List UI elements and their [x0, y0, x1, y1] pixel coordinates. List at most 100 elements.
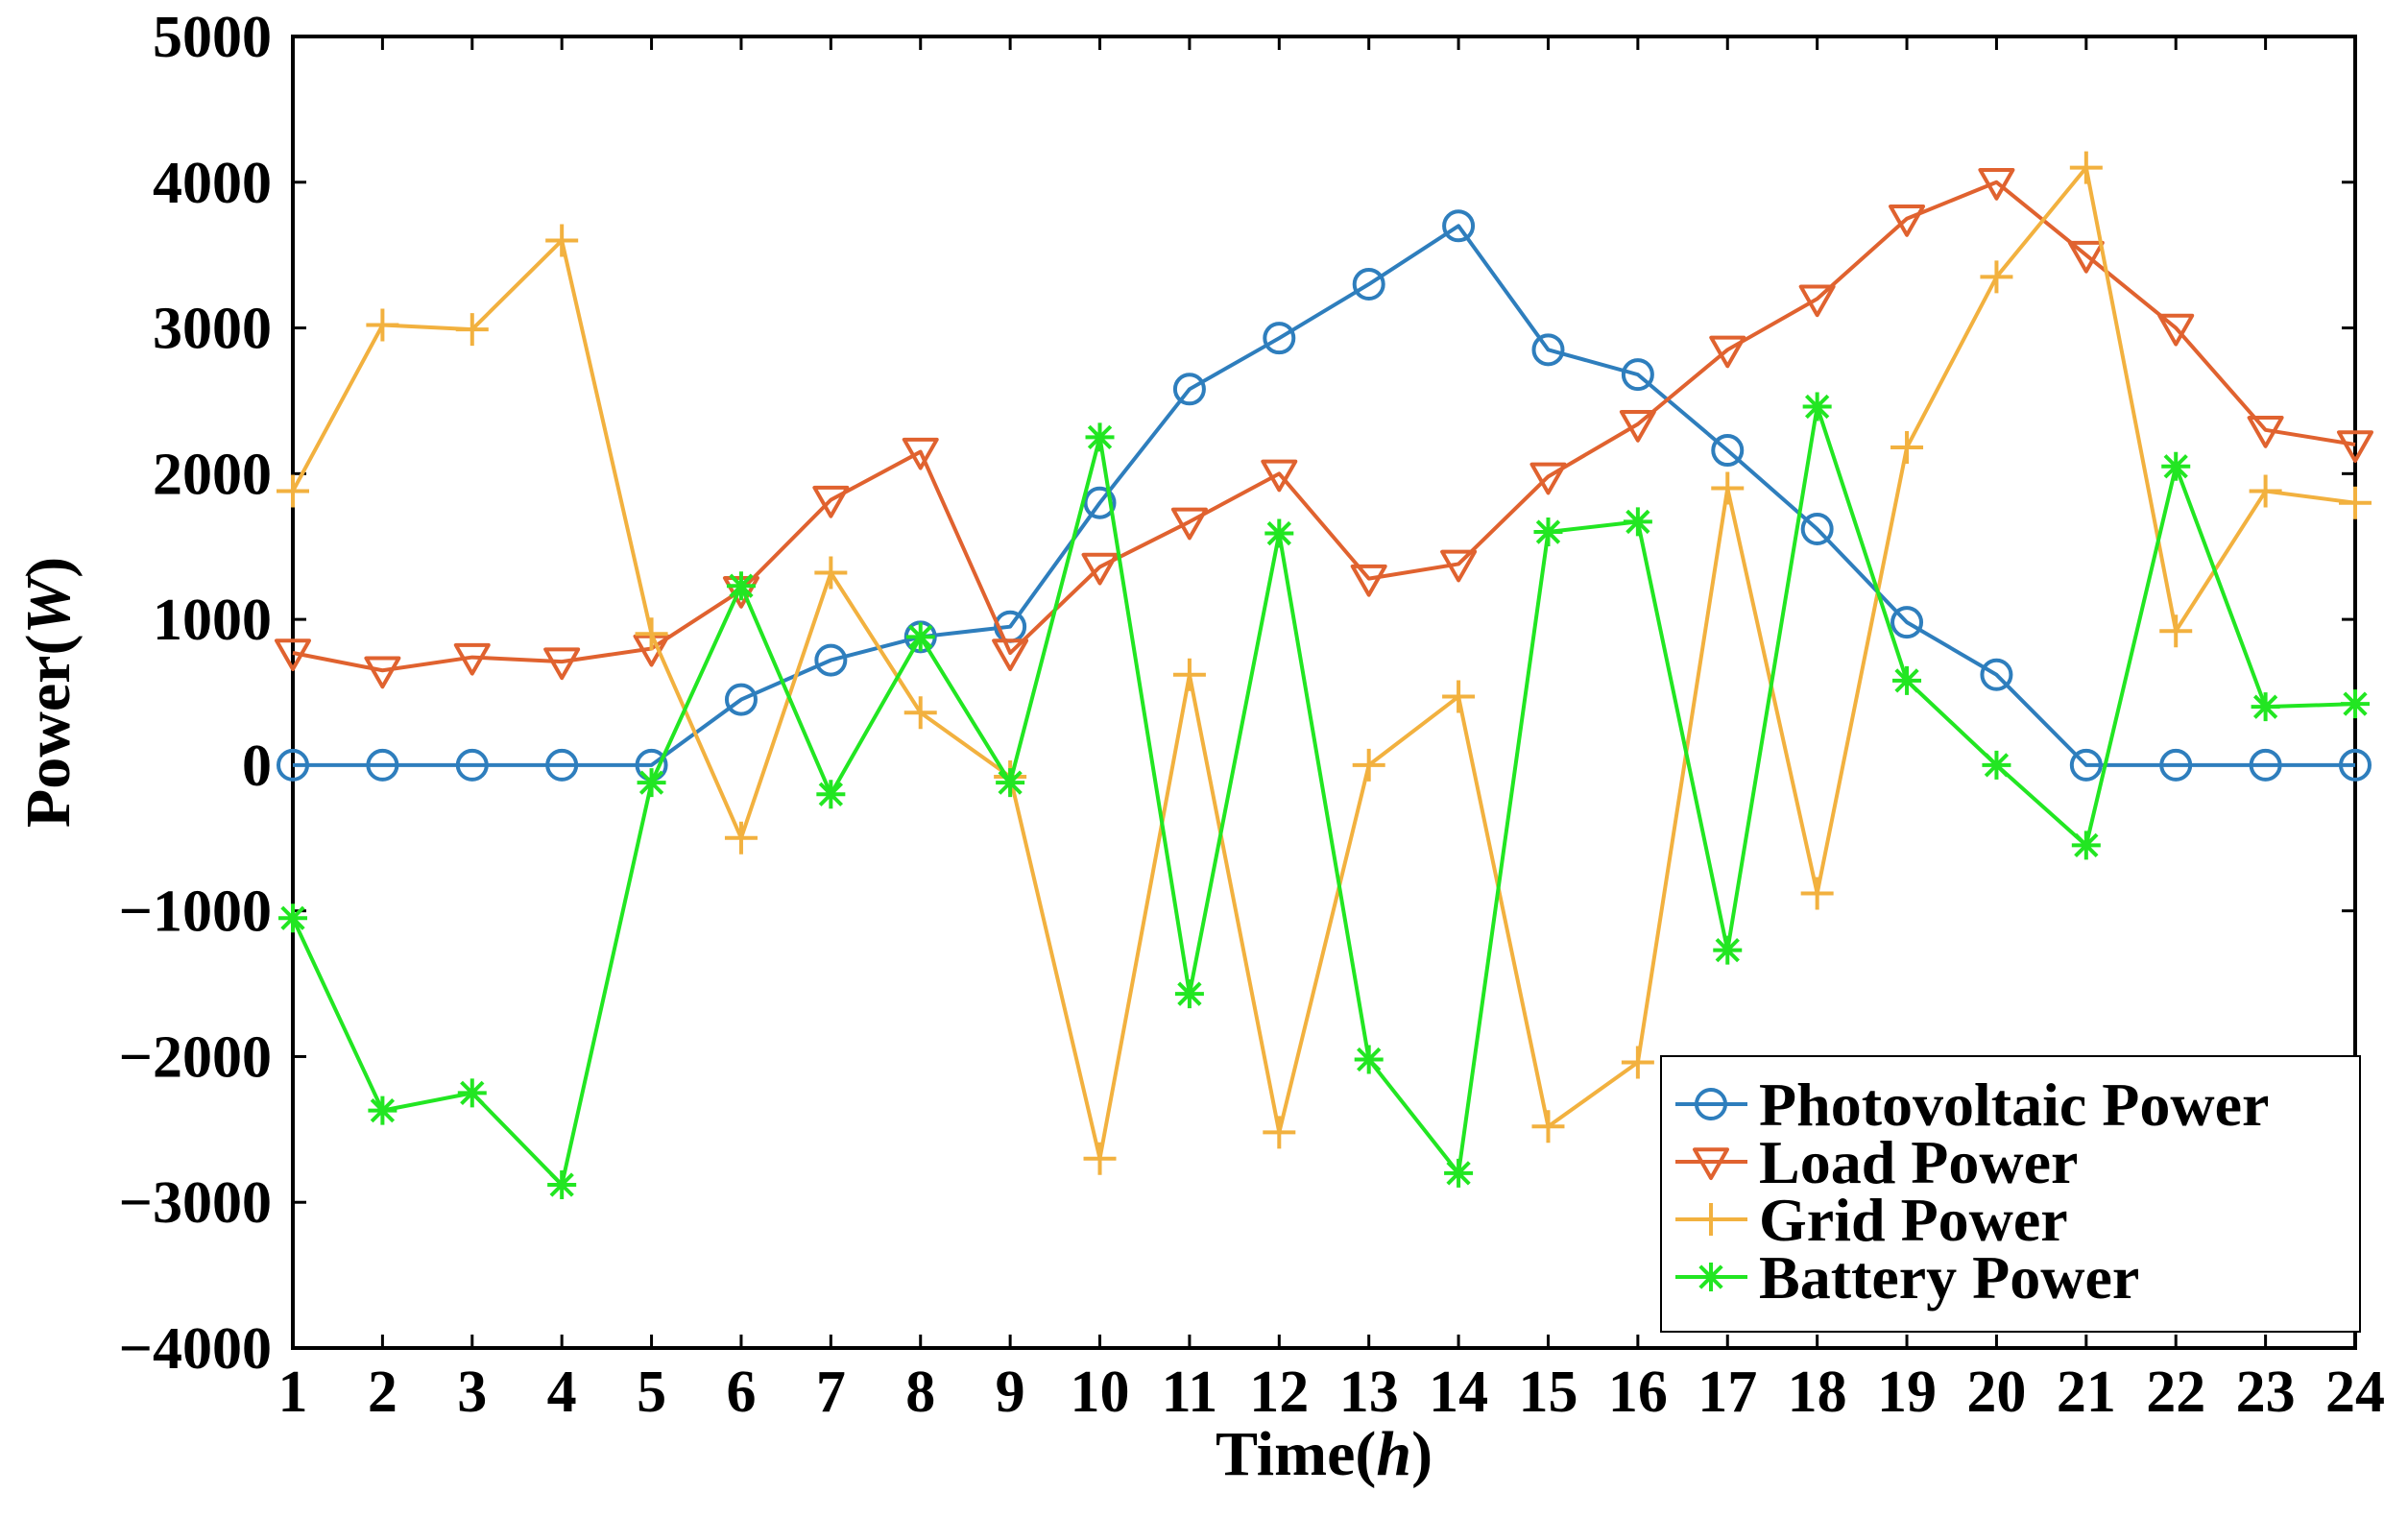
y-tick-label: −1000: [119, 879, 272, 945]
y-tick-label: 1000: [153, 588, 272, 653]
data-point: [278, 903, 307, 933]
x-tick-label: 23: [2236, 1360, 2296, 1425]
x-tick-label: 24: [2325, 1360, 2385, 1425]
x-tick-label: 8: [905, 1360, 935, 1425]
data-point: [1442, 680, 1476, 713]
x-tick-label: 14: [1429, 1360, 1488, 1425]
data-point: [1531, 333, 1565, 367]
data-point: [2249, 474, 2282, 508]
data-point: [1083, 486, 1117, 519]
data-point: [1889, 204, 1926, 237]
data-point: [1531, 1110, 1565, 1144]
x-tick-label: 4: [547, 1360, 577, 1425]
data-point: [1621, 1046, 1654, 1079]
data-point: [1083, 1142, 1117, 1175]
y-tick-label: 4000: [153, 151, 272, 216]
data-point: [1172, 373, 1206, 406]
data-point: [1174, 979, 1204, 1009]
legend-swatch-marker: [1693, 1147, 1729, 1180]
legend-label: Photovoltaic Power: [1759, 1071, 2269, 1139]
data-point: [1709, 335, 1746, 369]
data-point: [902, 437, 939, 470]
x-tick-label: 2: [368, 1360, 397, 1425]
legend-label: Load Power: [1759, 1128, 2078, 1196]
data-point: [366, 308, 399, 342]
data-point: [1713, 935, 1743, 965]
data-point: [1354, 1045, 1384, 1074]
series-line: [291, 165, 2356, 1161]
data-point: [1621, 358, 1654, 392]
data-point: [2159, 614, 2193, 648]
legend-entry: Load Power: [1675, 1128, 2078, 1196]
data-point: [1261, 459, 1298, 493]
data-point: [277, 748, 309, 782]
x-axis-title-prefix: Time(: [1216, 1419, 1376, 1489]
data-point: [1619, 409, 1656, 443]
data-point: [814, 643, 848, 677]
x-tick-label: 10: [1071, 1360, 1130, 1425]
x-tick-label: 13: [1339, 1360, 1399, 1425]
data-point: [1802, 392, 1832, 421]
x-axis-title-suffix: ): [1411, 1419, 1433, 1489]
x-tick-label: 1: [278, 1360, 308, 1425]
data-point: [2249, 748, 2282, 782]
data-point: [275, 638, 311, 672]
x-tick-label: 5: [637, 1360, 666, 1425]
data-point: [1533, 518, 1563, 547]
y-axis-title-prefix: Power(: [13, 635, 84, 829]
data-point: [2161, 451, 2191, 481]
svg-text:Time(h): Time(h): [1216, 1419, 1433, 1489]
data-point: [455, 748, 489, 782]
data-point: [1350, 564, 1387, 597]
x-tick-label: 22: [2146, 1360, 2205, 1425]
x-tick-label: 18: [1788, 1360, 1847, 1425]
data-point: [2247, 416, 2284, 448]
data-point: [1529, 462, 1567, 495]
data-point: [1081, 552, 1119, 586]
data-point: [996, 768, 1025, 798]
x-tick-label: 15: [1518, 1360, 1577, 1425]
data-point: [992, 638, 1029, 672]
data-point: [547, 1170, 577, 1200]
x-tick-label: 11: [1162, 1360, 1218, 1425]
series-line: [292, 180, 2356, 673]
data-point: [1892, 665, 1922, 695]
y-tick-label: −2000: [119, 1024, 272, 1090]
x-tick-label: 20: [1966, 1360, 2026, 1425]
x-tick-label: 7: [816, 1360, 846, 1425]
data-point: [2337, 430, 2373, 463]
data-point: [1263, 322, 1296, 355]
data-point: [2341, 689, 2370, 719]
series-line: [291, 404, 2356, 1188]
data-point: [368, 1096, 397, 1125]
legend-entry: Photovoltaic Power: [1675, 1071, 2269, 1139]
y-axis-ticks: −4000 −3000 −2000 −1000 0 1000 2000 3000 4000 500…: [119, 5, 2355, 1382]
x-tick-label: 6: [726, 1360, 756, 1425]
data-point: [366, 748, 399, 782]
data-point: [543, 647, 581, 681]
data-point: [545, 748, 579, 782]
data-point: [1623, 507, 1652, 537]
data-point: [2339, 748, 2372, 782]
legend-swatch-marker: [1697, 1263, 1725, 1291]
y-tick-label: 0: [242, 734, 272, 799]
data-point: [1890, 606, 1924, 639]
y-axis-title: Power(W): [13, 557, 84, 828]
data-point: [726, 571, 756, 601]
data-point: [1170, 507, 1208, 541]
series-layer: [275, 151, 2373, 1200]
data-point: [364, 656, 401, 689]
data-point: [1980, 260, 2013, 294]
data-point: [2069, 748, 2103, 782]
y-tick-label: 3000: [153, 297, 272, 362]
data-point: [453, 642, 491, 676]
data-point: [455, 313, 489, 347]
x-tick-label: 17: [1698, 1360, 1757, 1425]
data-point: [1711, 471, 1745, 505]
data-point: [1444, 1158, 1474, 1188]
data-point: [1800, 877, 1834, 910]
data-point: [2251, 692, 2280, 722]
data-point: [635, 617, 668, 651]
